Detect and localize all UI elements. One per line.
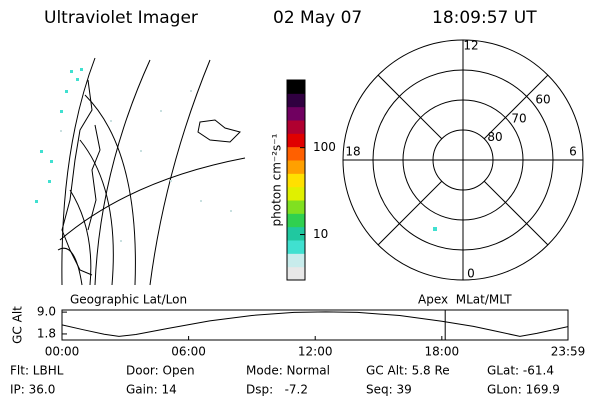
colorbar-swatch	[287, 173, 305, 188]
lat-ring-label: 80	[487, 130, 502, 144]
colorbar-label: photon cm⁻²s⁻¹	[270, 133, 284, 226]
x-tick-label: 00:00	[45, 345, 80, 359]
status-field: Gain: 14	[126, 383, 177, 397]
aurora-spot	[433, 227, 437, 231]
plot-frame	[61, 309, 569, 341]
status-field: Seq: 39	[366, 383, 412, 397]
colorbar-tick-label: 100	[313, 140, 336, 154]
polar-diagonal	[483, 180, 549, 246]
x-tick-label: 12:00	[298, 345, 333, 359]
status-field: GLon: 169.9	[487, 383, 560, 397]
colorbar-swatch	[287, 240, 305, 254]
mlt-label: 18	[345, 145, 360, 159]
polar-diagonal	[377, 74, 443, 140]
geographic-map	[35, 57, 246, 286]
lat-ring	[402, 99, 524, 221]
colorbar-swatch	[287, 213, 305, 228]
time: 18:09:57 UT	[432, 8, 537, 28]
mlt-label: 12	[463, 39, 478, 53]
panel-label: Apex MLat/MLT	[418, 293, 512, 307]
lat-ring-label: 70	[511, 111, 526, 125]
colorbar-tick-label: 10	[313, 227, 328, 241]
colorbar-swatch	[287, 266, 305, 281]
lat-ring	[372, 69, 554, 251]
status-field: Flt: LBHL	[10, 364, 64, 378]
colorbar-frame	[286, 79, 306, 281]
status-field: IP: 36.0	[10, 383, 55, 397]
mlt-label: 0	[467, 267, 475, 281]
colorbar-swatch	[287, 106, 305, 121]
y-axis-label: GC Alt	[11, 306, 25, 344]
colorbar-swatch	[287, 146, 305, 161]
colorbar-swatch	[287, 93, 305, 108]
colorbar-swatch	[287, 120, 305, 134]
x-tick-label: 18:00	[425, 345, 460, 359]
status-field: GC Alt: 5.8 Re	[366, 364, 450, 378]
status-field: Dsp: -7.2	[246, 383, 308, 397]
colorbar-swatch	[287, 226, 305, 241]
y-tick-label: 9.0	[37, 305, 56, 319]
colorbar-swatch	[287, 133, 305, 148]
altitude-line	[61, 311, 569, 337]
mlt-label: 6	[569, 145, 577, 159]
lat-ring-label: 60	[535, 93, 550, 107]
colorbar-swatch	[287, 160, 305, 174]
x-tick-label: 23:59	[551, 345, 586, 359]
status-field: GLat: -61.4	[487, 364, 554, 378]
lat-ring	[432, 129, 494, 191]
polar-diagonal	[377, 180, 443, 246]
polar-diagonal	[483, 74, 549, 140]
x-tick-label: 06:00	[171, 345, 206, 359]
date: 02 May 07	[273, 8, 362, 28]
colorbar-swatch	[287, 80, 305, 94]
status-field: Door: Open	[126, 364, 195, 378]
panel-label: Geographic Lat/Lon	[70, 293, 187, 307]
instrument-title: Ultraviolet Imager	[44, 8, 198, 28]
y-tick-label: 1.8	[37, 326, 56, 340]
colorbar-swatch	[287, 253, 305, 268]
colorbar-swatch	[287, 186, 305, 201]
status-field: Mode: Normal	[246, 364, 330, 378]
colorbar-swatch	[287, 200, 305, 214]
